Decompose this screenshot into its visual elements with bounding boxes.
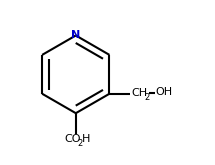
- Text: OH: OH: [156, 87, 173, 97]
- Text: 2: 2: [78, 139, 83, 148]
- Text: 2: 2: [145, 93, 150, 102]
- Text: N: N: [71, 31, 80, 40]
- Text: CH: CH: [131, 88, 147, 98]
- Text: H: H: [81, 134, 90, 144]
- Text: CO: CO: [64, 134, 81, 144]
